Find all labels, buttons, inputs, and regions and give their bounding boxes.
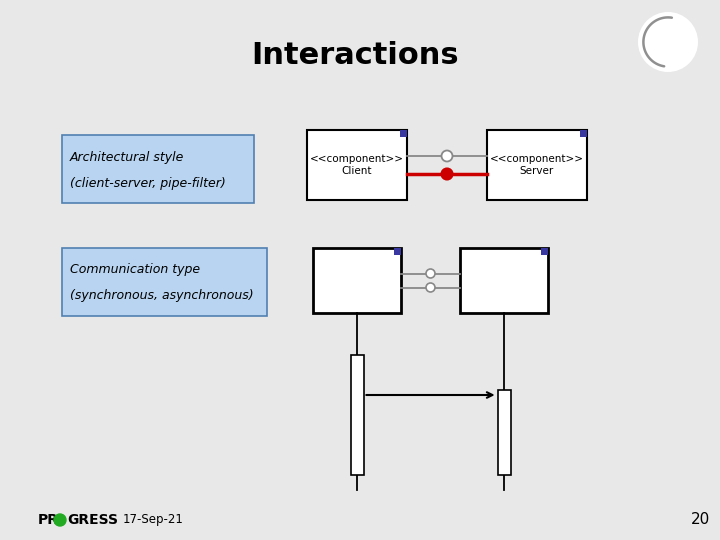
Text: 20: 20 <box>690 512 710 528</box>
Text: 17-Sep-21: 17-Sep-21 <box>123 514 184 526</box>
Circle shape <box>638 12 698 72</box>
Bar <box>307 130 407 200</box>
Bar <box>62 248 267 316</box>
Text: (synchronous, asynchronous): (synchronous, asynchronous) <box>70 289 253 302</box>
Bar <box>460 248 548 313</box>
Text: GRESS: GRESS <box>67 513 118 527</box>
Circle shape <box>426 269 435 278</box>
Text: Communication type: Communication type <box>70 264 200 276</box>
Bar <box>394 248 401 255</box>
Circle shape <box>441 151 452 161</box>
Bar <box>487 130 587 200</box>
Bar <box>580 130 587 137</box>
Bar <box>541 248 548 255</box>
Text: PR: PR <box>38 513 59 527</box>
Circle shape <box>441 168 452 179</box>
Text: Architectural style: Architectural style <box>70 151 184 164</box>
Text: (client-server, pipe-filter): (client-server, pipe-filter) <box>70 177 226 190</box>
Text: Interactions: Interactions <box>251 40 459 70</box>
Bar <box>62 135 254 203</box>
Bar <box>498 390 510 475</box>
Bar <box>351 355 364 475</box>
Circle shape <box>54 514 66 526</box>
Circle shape <box>426 283 435 292</box>
Bar <box>400 130 407 137</box>
Text: <<component>>
Server: <<component>> Server <box>490 154 584 176</box>
Bar <box>313 248 401 313</box>
Text: <<component>>
Client: <<component>> Client <box>310 154 404 176</box>
